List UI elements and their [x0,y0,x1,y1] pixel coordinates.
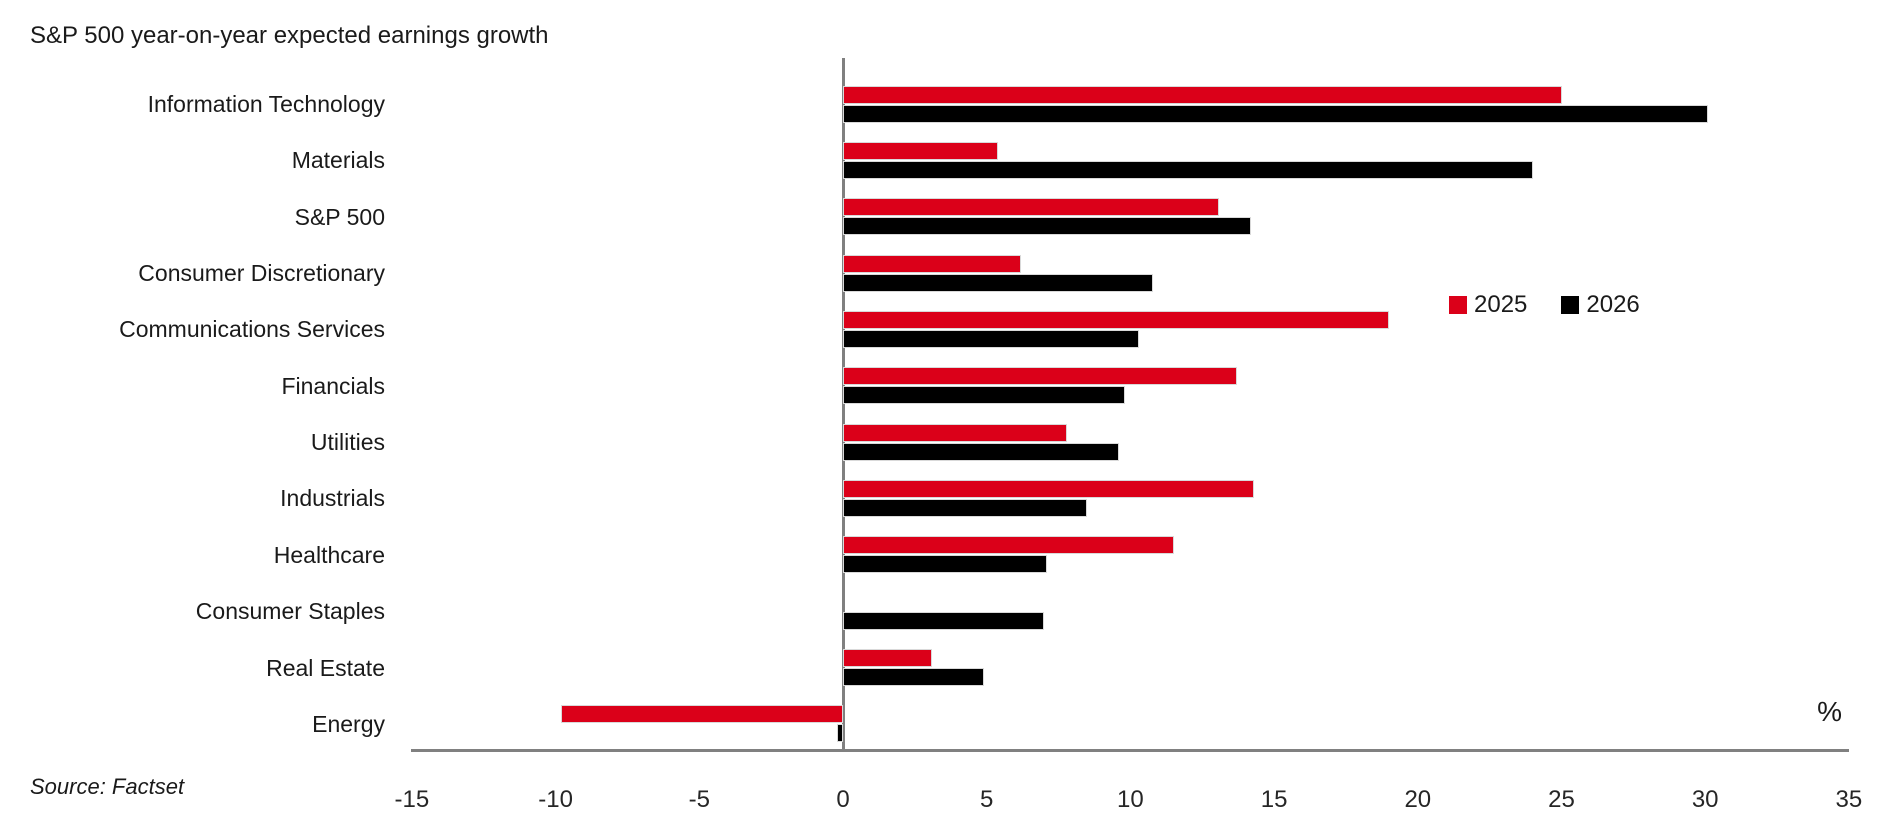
bar-2026-real-estate [843,668,984,686]
bar-2025-energy [561,705,843,724]
bar-2025-s-p-500 [843,198,1220,217]
category-label-information-technology: Information Technology [147,91,385,117]
bar-2026-consumer-discretionary [843,273,1154,292]
bar-2025-real-estate [843,649,933,667]
category-label-energy: Energy [312,710,385,737]
legend-entry-2026: 2026 [1561,291,1640,319]
unit-label: % [1817,696,1842,727]
bar-2026-communications-services [843,329,1140,348]
x-tick-label-10: 10 [1117,786,1144,813]
x-tick-label-15: 15 [1260,786,1288,813]
zero-axis-line [841,58,845,752]
category-label-consumer-staples: Consumer Staples [195,598,385,625]
category-label-utilities: Utilities [310,429,385,456]
bar-2026-healthcare [843,555,1048,574]
bar-2025-utilities [843,423,1068,442]
bar-2025-industrials [843,479,1254,498]
x-tick-label-20: 20 [1404,786,1432,813]
category-label-industrials: Industrials [280,485,385,512]
bar-2025-financials [843,367,1237,386]
bar-2026-industrials [843,498,1088,517]
bar-2025-materials [843,141,999,160]
category-label-s-p-500: S&P 500 [294,203,385,230]
legend-label-2026: 2026 [1586,291,1640,318]
legend-swatch-icon-2026 [1561,296,1580,314]
chart-title: S&P 500 year-on-year expected earnings g… [30,22,549,49]
x-tick-label--10: -10 [538,786,573,813]
category-label-real-estate: Real Estate [266,654,385,681]
category-label-healthcare: Healthcare [273,541,385,568]
x-axis-line [411,748,1849,752]
legend-entry-2025: 2025 [1449,291,1527,319]
category-label-consumer-discretionary: Consumer Discretionary [138,260,385,287]
bar-2026-financials [843,386,1125,405]
source-note: Source: Factset [30,774,185,799]
x-tick-label-30: 30 [1691,786,1719,813]
x-tick-label-25: 25 [1548,786,1575,813]
x-tick-label--15: -15 [394,786,430,813]
legend-swatch-icon-2025 [1449,296,1467,314]
bar-2026-s-p-500 [843,217,1252,236]
bar-2026-information-technology [843,104,1709,123]
x-tick-label-0: 0 [836,786,850,813]
bar-2025-healthcare [843,536,1174,555]
legend-label-2025: 2025 [1474,291,1528,318]
legend: 2025 2026 [1449,291,1640,319]
x-tick-label--5: -5 [688,786,710,813]
bar-2026-consumer-staples [843,611,1045,630]
x-tick-label-35: 35 [1835,786,1863,813]
bar-2025-consumer-discretionary [843,254,1022,273]
category-label-materials: Materials [291,147,385,174]
category-label-financials: Financials [281,372,385,399]
bar-2026-utilities [843,442,1119,461]
bar-2025-communications-services [843,310,1390,329]
category-label-communications-services: Communications Services [119,316,385,343]
bar-2025-information-technology [843,85,1562,104]
bar-2026-energy [837,724,843,743]
bar-2026-materials [843,160,1533,179]
x-tick-label-5: 5 [980,786,994,813]
